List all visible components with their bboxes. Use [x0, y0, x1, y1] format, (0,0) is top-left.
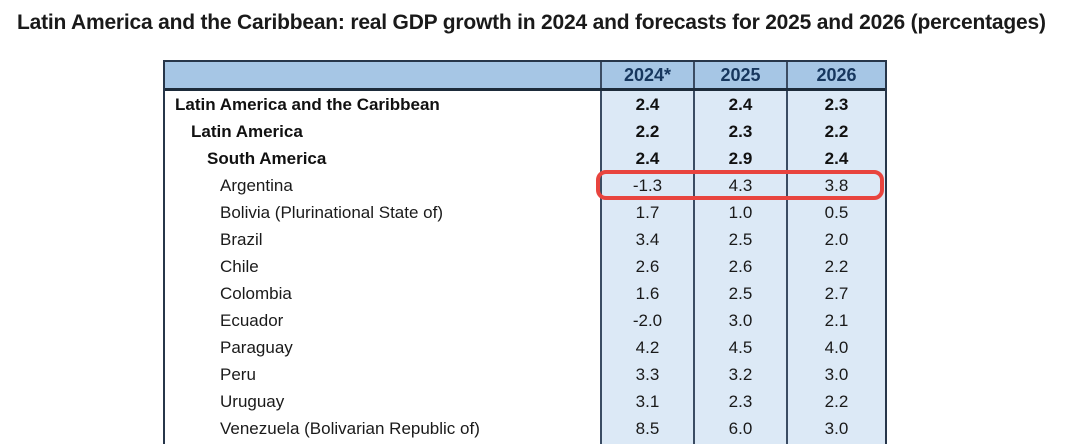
row-label: Uruguay [165, 388, 600, 415]
value-2024: -1.3 [600, 172, 693, 199]
row-label: Venezuela (Bolivarian Republic of) [165, 415, 600, 442]
value-2024: 3.3 [600, 361, 693, 388]
value-2025: 2.9 [693, 145, 786, 172]
row-label: Chile [165, 253, 600, 280]
value-2025: 3.0 [693, 307, 786, 334]
row-label: South America [165, 145, 600, 172]
cutoff-cell [600, 442, 693, 444]
table-row: Bolivia (Plurinational State of) 1.7 1.0… [165, 199, 885, 226]
header-blank-cell [165, 62, 600, 88]
value-2025: 2.5 [693, 280, 786, 307]
header-2026: 2026 [786, 62, 885, 88]
table-row: Latin America 2.2 2.3 2.2 [165, 118, 885, 145]
value-2024: -2.0 [600, 307, 693, 334]
value-2024: 2.4 [600, 91, 693, 118]
value-2025: 2.3 [693, 388, 786, 415]
value-2024: 8.5 [600, 415, 693, 442]
row-label: Paraguay [165, 334, 600, 361]
cutoff-cell [693, 442, 786, 444]
table-row: South America 2.4 2.9 2.4 [165, 145, 885, 172]
table-row: Paraguay 4.2 4.5 4.0 [165, 334, 885, 361]
table-row: Chile 2.6 2.6 2.2 [165, 253, 885, 280]
row-label: Latin America and the Caribbean [165, 91, 600, 118]
value-2025: 4.5 [693, 334, 786, 361]
table-row: Colombia 1.6 2.5 2.7 [165, 280, 885, 307]
table-row: Venezuela (Bolivarian Republic of) 8.5 6… [165, 415, 885, 442]
row-label: Brazil [165, 226, 600, 253]
value-2026: 2.3 [786, 91, 885, 118]
row-label: Ecuador [165, 307, 600, 334]
value-2024: 3.1 [600, 388, 693, 415]
table-body: Latin America and the Caribbean 2.4 2.4 … [165, 91, 885, 442]
value-2026: 3.8 [786, 172, 885, 199]
value-2024: 2.4 [600, 145, 693, 172]
value-2025: 2.5 [693, 226, 786, 253]
cutoff-cell [786, 442, 885, 444]
value-2024: 4.2 [600, 334, 693, 361]
value-2025: 4.3 [693, 172, 786, 199]
value-2025: 3.2 [693, 361, 786, 388]
table-row: Uruguay 3.1 2.3 2.2 [165, 388, 885, 415]
value-2024: 3.4 [600, 226, 693, 253]
row-label: Colombia [165, 280, 600, 307]
value-2026: 4.0 [786, 334, 885, 361]
gdp-growth-table: 2024* 2025 2026 Latin America and the Ca… [163, 60, 887, 444]
value-2026: 3.0 [786, 361, 885, 388]
row-label: Argentina [165, 172, 600, 199]
value-2024: 2.2 [600, 118, 693, 145]
page-title: Latin America and the Caribbean: real GD… [17, 11, 1046, 34]
value-2025: 6.0 [693, 415, 786, 442]
value-2026: 2.1 [786, 307, 885, 334]
value-2026: 2.2 [786, 253, 885, 280]
row-label: Latin America [165, 118, 600, 145]
value-2026: 2.0 [786, 226, 885, 253]
row-label: Peru [165, 361, 600, 388]
value-2026: 3.0 [786, 415, 885, 442]
value-2025: 2.3 [693, 118, 786, 145]
value-2025: 1.0 [693, 199, 786, 226]
cutoff-label-cell [165, 442, 600, 444]
value-2025: 2.4 [693, 91, 786, 118]
value-2024: 1.6 [600, 280, 693, 307]
value-2024: 1.7 [600, 199, 693, 226]
row-label: Bolivia (Plurinational State of) [165, 199, 600, 226]
value-2026: 0.5 [786, 199, 885, 226]
header-2025: 2025 [693, 62, 786, 88]
table-cutoff-row [165, 442, 885, 444]
value-2026: 2.4 [786, 145, 885, 172]
table-row: Peru 3.3 3.2 3.0 [165, 361, 885, 388]
table-row: Brazil 3.4 2.5 2.0 [165, 226, 885, 253]
table-header-row: 2024* 2025 2026 [165, 62, 885, 91]
table-row: Latin America and the Caribbean 2.4 2.4 … [165, 91, 885, 118]
table-row: Ecuador -2.0 3.0 2.1 [165, 307, 885, 334]
value-2026: 2.7 [786, 280, 885, 307]
value-2026: 2.2 [786, 388, 885, 415]
header-2024: 2024* [600, 62, 693, 88]
table-row: Argentina -1.3 4.3 3.8 [165, 172, 885, 199]
value-2024: 2.6 [600, 253, 693, 280]
value-2026: 2.2 [786, 118, 885, 145]
value-2025: 2.6 [693, 253, 786, 280]
